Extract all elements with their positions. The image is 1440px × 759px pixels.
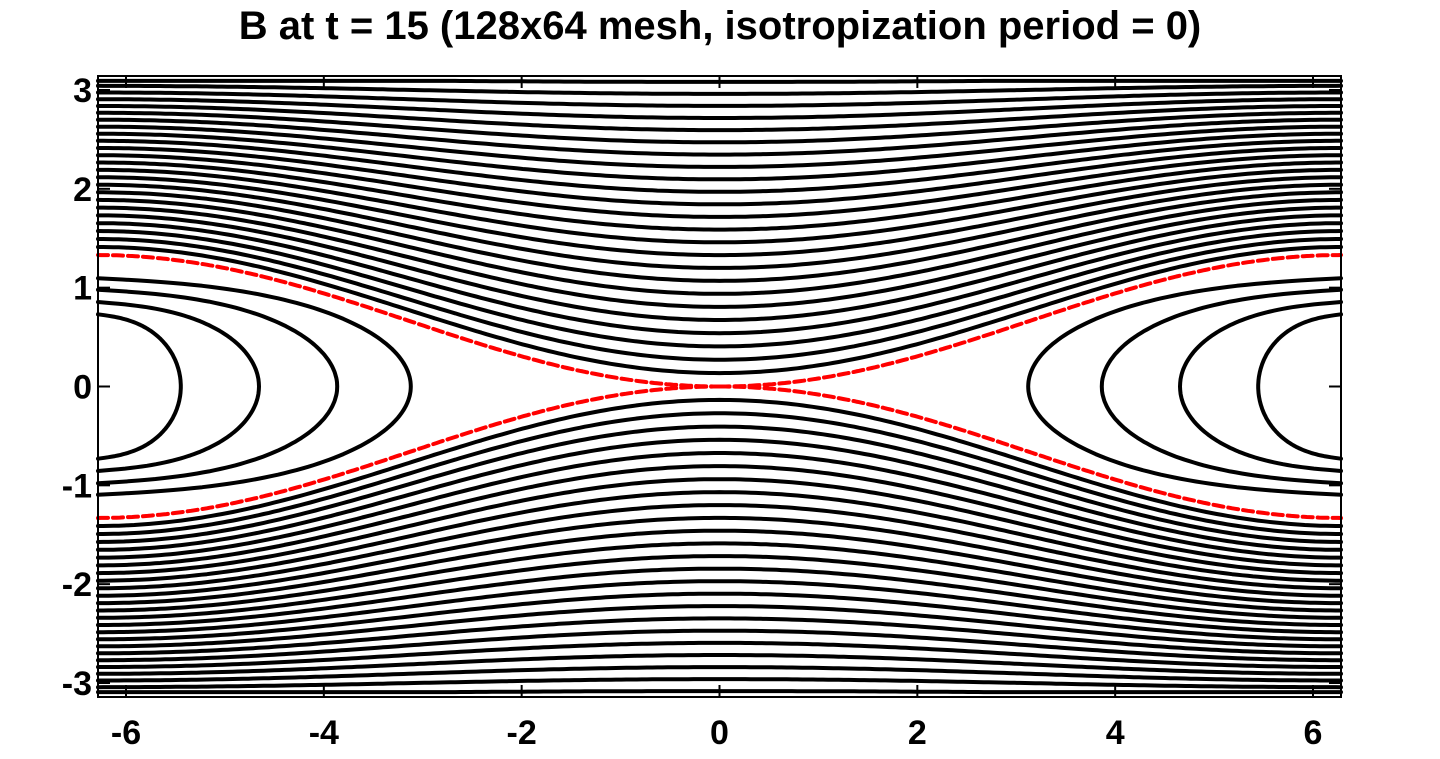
field-line-lower-9: [96, 515, 1343, 598]
field-line-lower-8: [96, 503, 1343, 591]
y-tick-label: 1: [73, 270, 92, 308]
chart-title: B at t = 15 (128x64 mesh, isotropization…: [238, 4, 1202, 48]
field-line-upper-19: [96, 104, 1343, 133]
field-line-upper-6: [96, 197, 1343, 296]
field-line-lower-3: [96, 437, 1343, 552]
field-line-upper-21: [96, 90, 1343, 108]
field-line-upper-5: [96, 205, 1343, 309]
field-line-lower-16: [96, 604, 1343, 649]
field-line-upper-4: [96, 213, 1343, 322]
field-line-upper-18: [96, 110, 1343, 145]
field-lines-layer: [96, 78, 1343, 695]
field-line-upper-14: [96, 138, 1343, 194]
field-line-lower-1: [96, 411, 1343, 536]
island-line-right-3: [1026, 276, 1343, 497]
y-tick-label: 0: [73, 369, 92, 407]
field-line-lower-20: [96, 653, 1343, 676]
field-line-lower-18: [96, 628, 1343, 663]
field-line-upper-10: [96, 167, 1343, 245]
island-line-right-2: [1099, 287, 1343, 486]
separatrix-lower-right: [717, 384, 1343, 520]
field-line-upper-1: [96, 237, 1343, 362]
field-line-lower-19: [96, 640, 1343, 669]
y-tick-label: -1: [62, 467, 92, 505]
field-line-lower-12: [96, 554, 1343, 620]
field-line-lower-14: [96, 579, 1343, 635]
field-line-lower-15: [96, 591, 1343, 642]
field-line-upper-17: [96, 117, 1343, 157]
field-line-upper-12: [96, 153, 1343, 219]
x-tick-label: 0: [710, 714, 729, 752]
x-tick-label: -4: [309, 714, 339, 752]
y-tick-labels: -3 -2 -1 0 1 2 3: [62, 72, 92, 703]
field-line-upper-0: [96, 245, 1343, 376]
field-line-lower-11: [96, 541, 1343, 613]
field-line-lower-0: [96, 397, 1343, 528]
field-line-lower-7: [96, 490, 1343, 583]
field-line-lower-17: [96, 616, 1343, 656]
field-line-lower-22: [96, 677, 1343, 690]
island-line-right-1: [1178, 300, 1343, 473]
field-line-upper-2: [96, 229, 1343, 349]
field-line-lower-13: [96, 566, 1343, 627]
island-line-left-3: [96, 276, 413, 497]
field-line-lower-21: [96, 665, 1343, 683]
x-tick-label: 6: [1304, 714, 1323, 752]
field-line-lower-2: [96, 424, 1343, 544]
field-line-upper-15: [96, 131, 1343, 182]
field-line-upper-20: [96, 97, 1343, 120]
separatrix-upper-right: [717, 253, 1343, 389]
x-tick-labels: -6 -4 -2 0 2 4 6: [111, 714, 1323, 752]
separatrix-lower-left: [96, 384, 722, 520]
field-line-upper-13: [96, 146, 1343, 207]
separatrix-upper-left: [96, 253, 722, 389]
field-line-upper-16: [96, 124, 1343, 169]
field-line-upper-9: [96, 175, 1343, 258]
field-line-lower-6: [96, 477, 1343, 576]
field-line-upper-7: [96, 190, 1343, 283]
x-tick-label: -6: [111, 714, 141, 752]
x-tick-label: 4: [1106, 714, 1125, 752]
island-line-right-0: [1256, 312, 1343, 461]
field-line-lower-10: [96, 528, 1343, 606]
y-tick-label: 2: [73, 171, 92, 209]
field-line-upper-8: [96, 182, 1343, 270]
field-line-lower-4: [96, 451, 1343, 560]
y-tick-label: -3: [62, 665, 92, 703]
island-line-left-1: [96, 300, 261, 473]
field-line-lower-5: [96, 464, 1343, 568]
y-tick-label: 3: [73, 72, 92, 110]
y-tick-label: -2: [62, 566, 92, 604]
x-tick-label: 2: [908, 714, 927, 752]
separatrix-layer: [96, 253, 1343, 520]
axis-ticks-layer: [98, 76, 1341, 697]
island-line-left-2: [96, 287, 340, 486]
field-line-upper-11: [96, 160, 1343, 232]
field-line-upper-3: [96, 221, 1343, 336]
x-tick-label: -2: [507, 714, 537, 752]
island-line-left-0: [96, 312, 183, 461]
field-line-upper-22: [96, 83, 1343, 96]
